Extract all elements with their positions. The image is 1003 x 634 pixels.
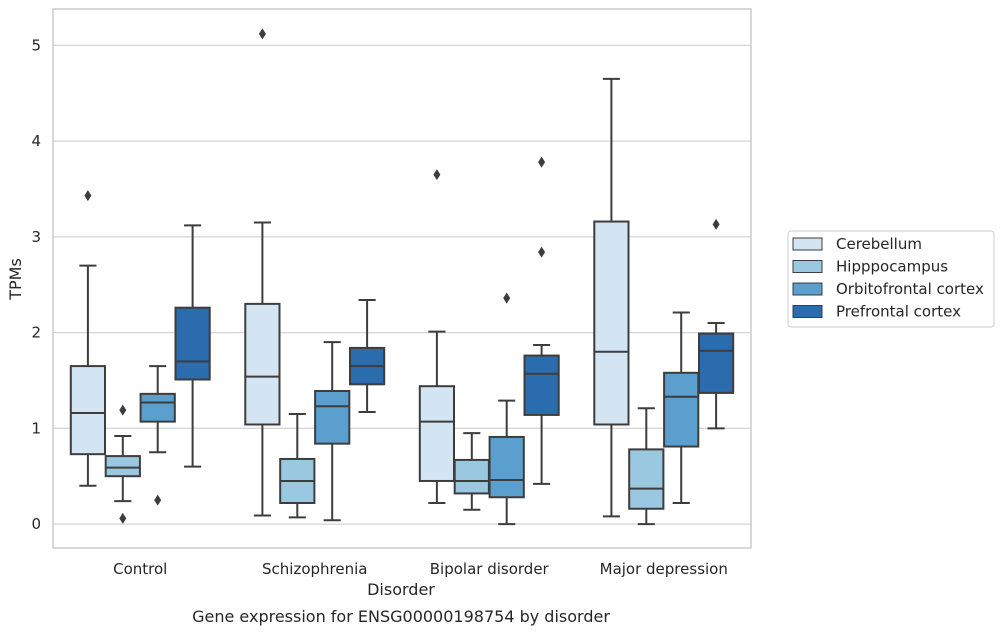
box-iqr	[663, 371, 700, 448]
outlier-point	[258, 28, 266, 40]
x-tick-label: Control	[113, 560, 167, 578]
outlier-point	[84, 190, 92, 202]
box-orbitofrontal-cortex	[139, 365, 176, 506]
category-group	[244, 28, 386, 522]
box-prefrontal-cortex	[348, 299, 386, 414]
category-group	[69, 190, 211, 524]
outlier-point	[154, 494, 162, 506]
box-iqr	[104, 455, 141, 478]
category-group	[593, 77, 735, 526]
plot-area-frame	[52, 8, 752, 549]
legend-label: Prefrontal cortex	[836, 303, 961, 321]
outlier-point	[712, 218, 720, 230]
box-orbitofrontal-cortex	[488, 292, 525, 526]
box-groups	[69, 28, 735, 526]
legend-swatch	[792, 282, 823, 296]
box-hipppocampus	[628, 407, 665, 526]
x-axis-title: Disorder	[367, 580, 435, 599]
legend-label: Hipppocampus	[836, 258, 948, 276]
x-tick-label: Bipolar disorder	[430, 560, 550, 578]
legend-label: Cerebellum	[836, 235, 922, 253]
x-axis-ticks: Control Schizophrenia Bipolar disorder Majo…	[113, 560, 728, 578]
outlier-point	[433, 169, 441, 181]
box-iqr	[628, 448, 665, 510]
outlier-point	[119, 512, 127, 524]
box-iqr	[453, 458, 490, 495]
box-iqr	[174, 306, 211, 381]
box-prefrontal-cortex	[523, 156, 560, 485]
y-tick-label: 5	[31, 36, 41, 54]
legend-swatch	[792, 237, 823, 251]
box-hipppocampus	[453, 432, 490, 511]
y-axis-title: TPMs	[6, 258, 25, 301]
box-iqr	[523, 354, 560, 416]
legend-frame	[787, 230, 995, 328]
box-iqr	[488, 435, 525, 499]
box-iqr	[418, 385, 456, 482]
y-tick-label: 0	[31, 515, 41, 533]
chart-caption: Gene expression for ENSG00000198754 by d…	[192, 607, 610, 626]
box-hipppocampus	[104, 404, 141, 524]
y-tick-label: 1	[31, 419, 41, 437]
legend-swatch	[792, 305, 823, 318]
y-tick-label: 3	[31, 228, 41, 246]
box-orbitofrontal-cortex	[314, 341, 351, 522]
legend-swatch	[792, 260, 823, 273]
y-axis-ticks: 0 1 2 3 4 5	[31, 36, 41, 533]
box-cerebellum	[418, 169, 456, 505]
legend: Cerebellum Hipppocampus Orbitofrontal cort…	[787, 230, 995, 328]
y-tick-label: 4	[31, 132, 41, 150]
box-iqr	[139, 392, 176, 423]
outlier-point	[538, 246, 546, 258]
outlier-point	[538, 156, 546, 168]
box-iqr	[69, 365, 107, 456]
gridlines	[53, 44, 751, 525]
box-iqr	[593, 220, 630, 426]
box-cerebellum	[69, 190, 107, 487]
legend-label: Orbitofrontal cortex	[836, 280, 984, 298]
box-iqr	[697, 332, 735, 394]
x-tick-label: Schizophrenia	[262, 560, 367, 578]
category-group	[418, 156, 560, 526]
outlier-point	[503, 292, 511, 304]
box-prefrontal-cortex	[697, 218, 735, 430]
box-iqr	[314, 389, 351, 445]
box-prefrontal-cortex	[174, 224, 211, 468]
box-orbitofrontal-cortex	[663, 311, 700, 505]
box-iqr	[244, 302, 281, 426]
box-cerebellum	[244, 28, 281, 517]
x-tick-label: Major depression	[600, 560, 728, 578]
outlier-point	[119, 404, 127, 416]
box-hipppocampus	[279, 412, 316, 519]
y-tick-label: 2	[31, 324, 41, 342]
box-cerebellum	[593, 77, 630, 518]
